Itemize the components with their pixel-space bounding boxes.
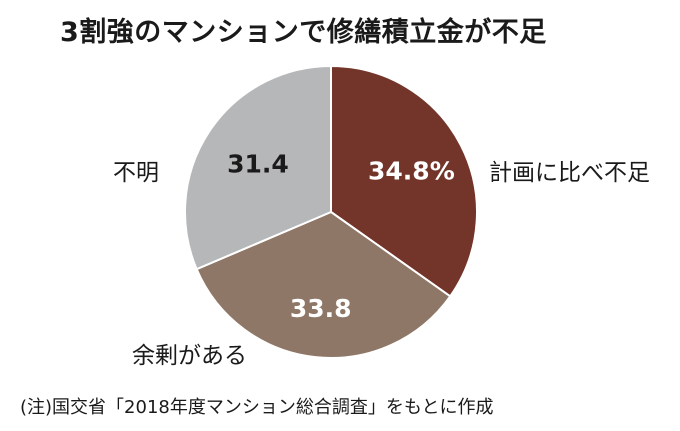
pie-slice-3 [184,64,332,271]
slice-value-label: 31.4 [227,150,289,179]
slice-value-label: 34.8% [368,156,455,185]
chart-title: 3割強のマンションで修繕積立金が不足 [60,17,547,48]
slice-value-label: 33.8 [290,294,352,323]
slice-category-label: 余剰がある [132,343,247,369]
pie-slice-1 [330,64,479,298]
pie-slice-2 [195,210,452,359]
slice-category-label: 計画に比べ不足 [489,160,650,186]
source-note: (注)国交省「2018年度マンション総合調査」をもとに作成 [20,397,494,418]
slice-category-label: 不明 [113,160,159,186]
